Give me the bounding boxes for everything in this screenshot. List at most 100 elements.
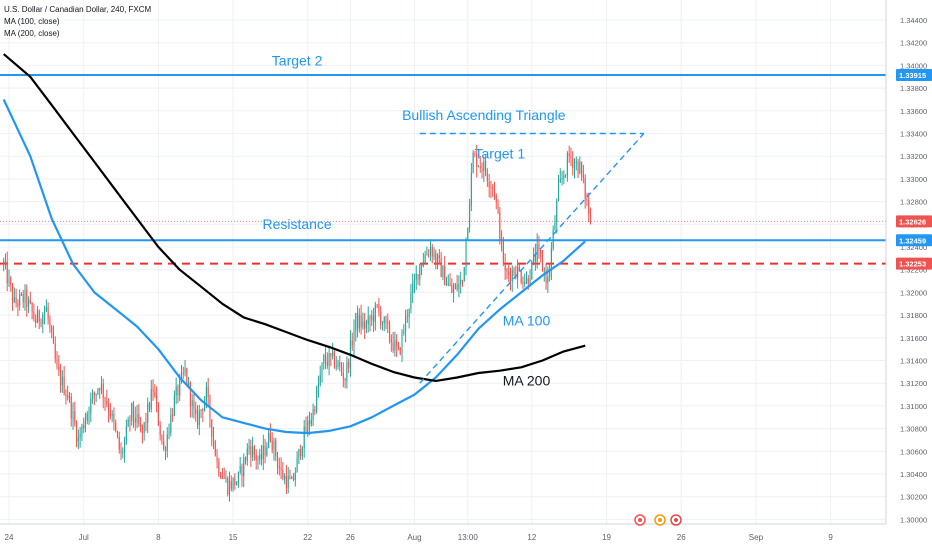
candle <box>212 426 215 449</box>
candle-body <box>275 440 277 457</box>
candle <box>488 173 490 198</box>
candle <box>417 273 419 285</box>
horizontal-levels[interactable] <box>0 74 886 265</box>
price-tick-label: 1.33600 <box>900 107 927 116</box>
candle-body <box>490 187 492 189</box>
candle-body <box>173 395 175 416</box>
current-price-badge[interactable]: 1.32626 <box>896 215 932 228</box>
candle-body <box>260 454 263 460</box>
level-badge-bg <box>896 234 932 247</box>
candle-body <box>246 448 248 461</box>
price-tick-label: 1.30600 <box>900 447 927 456</box>
candle-body <box>445 284 448 286</box>
candle-body <box>365 324 367 329</box>
candle <box>438 249 440 265</box>
candle-body <box>301 447 303 457</box>
candle-body <box>106 400 108 405</box>
candle <box>397 341 400 351</box>
candle-body <box>26 289 28 307</box>
candle <box>51 324 53 339</box>
candle-body <box>99 388 101 391</box>
event-marker[interactable] <box>654 514 666 526</box>
candle <box>552 225 554 251</box>
event-marker[interactable] <box>634 514 646 526</box>
candle-body <box>22 294 24 303</box>
candle <box>168 423 170 440</box>
candle <box>453 283 455 303</box>
price-axis[interactable]: 1.34400 1.34200 1.34000 1.33800 1.33600 1.334… <box>885 0 932 550</box>
candle-body <box>154 392 156 396</box>
candle <box>344 377 346 389</box>
candle <box>405 309 407 343</box>
candle <box>385 315 387 330</box>
candle-body <box>333 351 335 367</box>
event-dot-icon <box>658 518 662 522</box>
time-tick-label: 15 <box>229 533 238 542</box>
triangle-rising-line[interactable] <box>419 133 645 384</box>
candle-body <box>472 152 474 173</box>
candle-body <box>447 283 449 285</box>
candle-body <box>518 266 520 272</box>
triangle-drawing[interactable] <box>419 132 645 384</box>
candle-body <box>588 200 590 214</box>
candle-body <box>351 340 353 346</box>
candle <box>200 409 202 419</box>
candle <box>469 198 471 233</box>
candle <box>371 310 373 327</box>
candle <box>161 434 163 445</box>
candle <box>324 345 327 369</box>
candle-body <box>552 230 554 249</box>
candle <box>458 275 460 298</box>
candle-body <box>538 244 540 251</box>
candle-body <box>312 409 314 420</box>
candle <box>184 360 186 377</box>
candle-body <box>202 409 204 411</box>
candle-body <box>406 316 408 318</box>
candle-body <box>303 426 305 448</box>
candle-body <box>296 457 298 473</box>
candle <box>301 446 303 460</box>
candle-body <box>51 327 53 333</box>
time-tick-label: 26 <box>346 533 355 542</box>
candle <box>509 267 512 291</box>
candle-body <box>584 177 586 199</box>
events-markers[interactable] <box>634 514 682 526</box>
support-badge[interactable]: 1.32253 <box>896 257 932 270</box>
candle-body <box>337 362 339 367</box>
candle-body <box>253 446 255 455</box>
candle <box>298 448 300 465</box>
candle <box>573 158 576 179</box>
event-marker[interactable] <box>670 514 682 526</box>
level-badge[interactable]: 1.32459 <box>896 234 932 247</box>
ma100-legend[interactable]: MA (100, close) <box>4 17 60 26</box>
candle <box>259 448 261 465</box>
candle <box>300 444 302 460</box>
candle <box>207 377 209 406</box>
candles <box>3 144 592 502</box>
candle <box>556 198 558 234</box>
level-badge[interactable]: 1.33915 <box>896 69 932 82</box>
candle <box>538 235 540 259</box>
candle-body <box>166 434 168 452</box>
candle <box>486 168 488 187</box>
symbol-title[interactable]: U.S. Dollar / Canadian Dollar, 240, FXCM <box>4 5 152 14</box>
candle-body <box>42 314 44 325</box>
candle <box>230 475 232 492</box>
candle-body <box>285 475 287 489</box>
candle <box>193 392 195 419</box>
candle <box>104 396 106 411</box>
candle <box>140 416 142 433</box>
candle-body <box>589 213 592 220</box>
candle <box>29 291 31 305</box>
time-axis[interactable]: 24 Jul 8 15 22 26 Aug 13:00 12 19 26 Sep 9 <box>0 523 932 550</box>
candle-body <box>429 246 432 255</box>
ma200-legend[interactable]: MA (200, close) <box>4 29 60 38</box>
candle-body <box>198 410 200 425</box>
time-tick-label: 19 <box>602 533 611 542</box>
candle-body <box>305 426 307 432</box>
candle-body <box>321 363 323 376</box>
candle <box>173 390 175 417</box>
candle <box>147 397 149 434</box>
